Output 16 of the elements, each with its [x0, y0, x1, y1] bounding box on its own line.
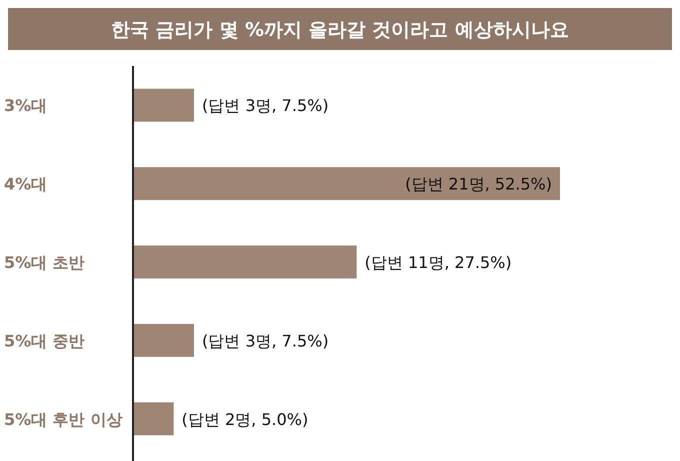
bar	[133, 246, 357, 278]
data-label: (답변 2명, 5.0%)	[182, 410, 308, 429]
bar	[133, 324, 194, 357]
bar	[133, 167, 560, 200]
bar	[133, 88, 194, 122]
y-tick-label: 5%대 중반	[4, 331, 85, 350]
y-tick-label: 4%대	[4, 174, 48, 194]
data-label: (답변 3명, 7.5%)	[202, 331, 329, 350]
y-tick-label: 5%대 초반	[4, 253, 85, 272]
chart-title: 한국 금리가 몇 %까지 올라갈 것이라고 예상하시나요	[111, 19, 569, 41]
data-label: (답변 21명, 52.5%)	[405, 174, 552, 194]
y-tick-label: 3%대	[4, 96, 48, 116]
y-tick-label: 5%대 후반 이상	[4, 410, 122, 429]
data-label: (답변 3명, 7.5%)	[202, 96, 329, 116]
bar	[133, 402, 174, 436]
data-label: (답변 11명, 27.5%)	[364, 253, 512, 272]
